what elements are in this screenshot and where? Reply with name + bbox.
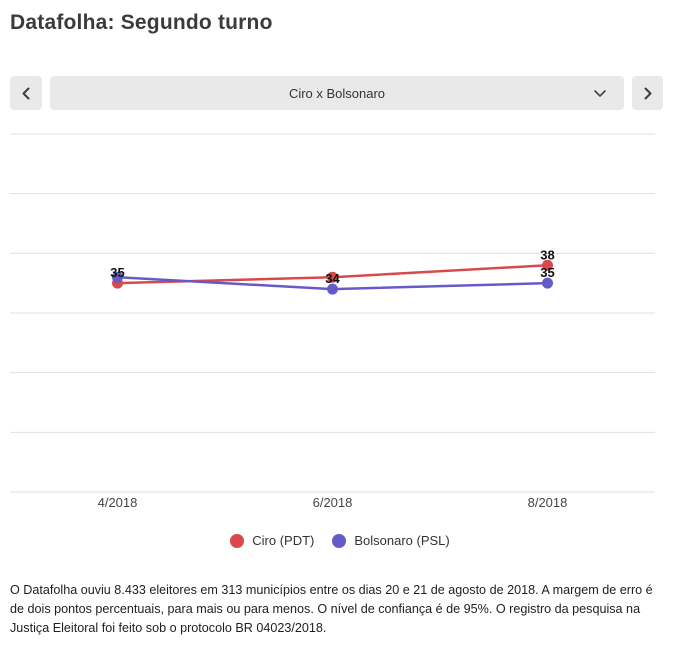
page-title: Datafolha: Segundo turno bbox=[10, 11, 273, 34]
scenario-dropdown-value: Ciro x Bolsonaro bbox=[288, 85, 386, 101]
scenario-selector-row: Ciro x Bolsonaro bbox=[0, 76, 680, 110]
point-label: 35 bbox=[110, 265, 124, 280]
chart-legend: Ciro (PDT) Bolsonaro (PSL) bbox=[0, 533, 680, 548]
chevron-left-icon bbox=[22, 87, 30, 99]
methodology-footnote: O Datafolha ouviu 8.433 eleitores em 313… bbox=[10, 581, 653, 638]
footnote-line-1: O Datafolha ouviu 8.433 eleitores em 313… bbox=[10, 583, 653, 597]
ciro-series-color-dot bbox=[230, 533, 245, 548]
chevron-right-icon bbox=[644, 87, 651, 99]
x-tick-label: 6/2018 bbox=[313, 495, 353, 510]
data-point[interactable] bbox=[327, 271, 338, 283]
footnote-line-2: de dois pontos percentuais, para mais ou… bbox=[10, 602, 641, 616]
bolsonaro-series-color-dot bbox=[332, 533, 347, 548]
footnote-line-3: Justiça Eleitoral foi feito sob o protoc… bbox=[10, 621, 327, 635]
data-point[interactable] bbox=[542, 277, 553, 289]
data-point[interactable] bbox=[542, 259, 553, 271]
x-tick-label: 8/2018 bbox=[528, 495, 568, 510]
legend-item-bolsonaro: Bolsonaro (PSL) bbox=[332, 533, 450, 548]
chart-svg: 35 38 34 35 4/2018 6/2018 8/2018 bbox=[10, 133, 655, 510]
previous-scenario-button[interactable] bbox=[10, 76, 42, 110]
x-tick-label: 4/2018 bbox=[98, 495, 138, 510]
data-point[interactable] bbox=[327, 283, 338, 295]
point-label: 35 bbox=[540, 265, 554, 280]
legend-label-bolsonaro: Bolsonaro (PSL) bbox=[354, 533, 450, 548]
legend-item-ciro: Ciro (PDT) bbox=[230, 533, 314, 548]
data-point[interactable] bbox=[112, 271, 123, 283]
next-scenario-button[interactable] bbox=[632, 76, 663, 110]
point-label: 38 bbox=[540, 247, 554, 262]
scenario-dropdown[interactable]: Ciro x Bolsonaro bbox=[50, 76, 624, 110]
legend-label-ciro: Ciro (PDT) bbox=[252, 533, 315, 548]
line-chart: 35 38 34 35 4/2018 6/2018 8/2018 bbox=[0, 120, 680, 520]
chevron-down-icon bbox=[594, 90, 606, 97]
point-label: 34 bbox=[325, 271, 340, 286]
